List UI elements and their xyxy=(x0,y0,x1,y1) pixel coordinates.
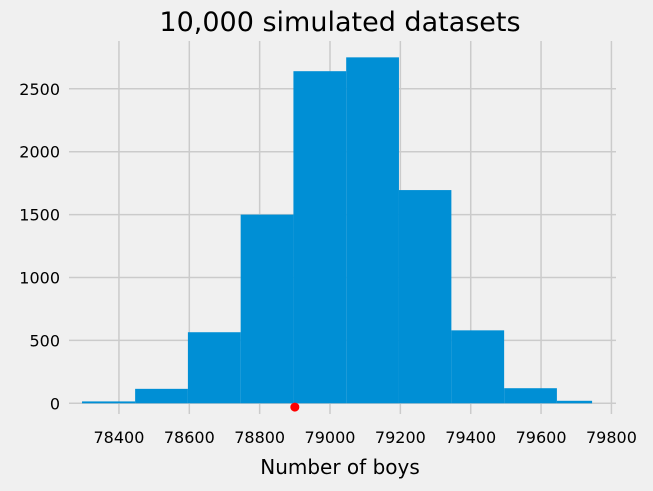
x-tick-label: 78400 xyxy=(93,428,144,447)
marker-layer xyxy=(290,402,300,412)
histogram-bar xyxy=(240,214,294,404)
x-tick-labels: 78400 78600 78800 79000 79200 79400 79600 79800 xyxy=(93,428,636,447)
y-tick-label: 0 xyxy=(50,394,60,413)
y-tick-labels: 0 500 1000 1500 2000 2500 xyxy=(19,80,60,414)
x-tick-label: 79800 xyxy=(586,428,637,447)
x-tick-label: 78800 xyxy=(234,428,285,447)
histogram-bar xyxy=(293,71,347,404)
chart-title: 10,000 simulated datasets xyxy=(159,7,520,38)
x-tick-label: 78600 xyxy=(164,428,215,447)
x-tick-label: 79000 xyxy=(305,428,356,447)
histogram-bar xyxy=(82,401,136,404)
histogram-bar xyxy=(451,330,505,404)
observed-value-marker xyxy=(290,402,300,412)
histogram-bars xyxy=(82,57,593,404)
histogram-bar xyxy=(187,332,241,404)
histogram-bar xyxy=(135,388,188,404)
y-tick-label: 1000 xyxy=(19,269,60,288)
y-tick-label: 1500 xyxy=(19,206,60,225)
y-tick-label: 500 xyxy=(29,331,60,350)
y-tick-label: 2000 xyxy=(19,143,60,162)
histogram-bar xyxy=(556,400,593,404)
histogram-bar xyxy=(398,190,452,404)
x-tick-label: 79600 xyxy=(516,428,567,447)
x-tick-label: 79200 xyxy=(375,428,426,447)
x-tick-label: 79400 xyxy=(445,428,496,447)
histogram-bar xyxy=(504,388,557,404)
y-tick-label: 2500 xyxy=(19,80,60,99)
histogram-bar xyxy=(346,57,399,404)
x-axis-label: Number of boys xyxy=(260,455,420,479)
